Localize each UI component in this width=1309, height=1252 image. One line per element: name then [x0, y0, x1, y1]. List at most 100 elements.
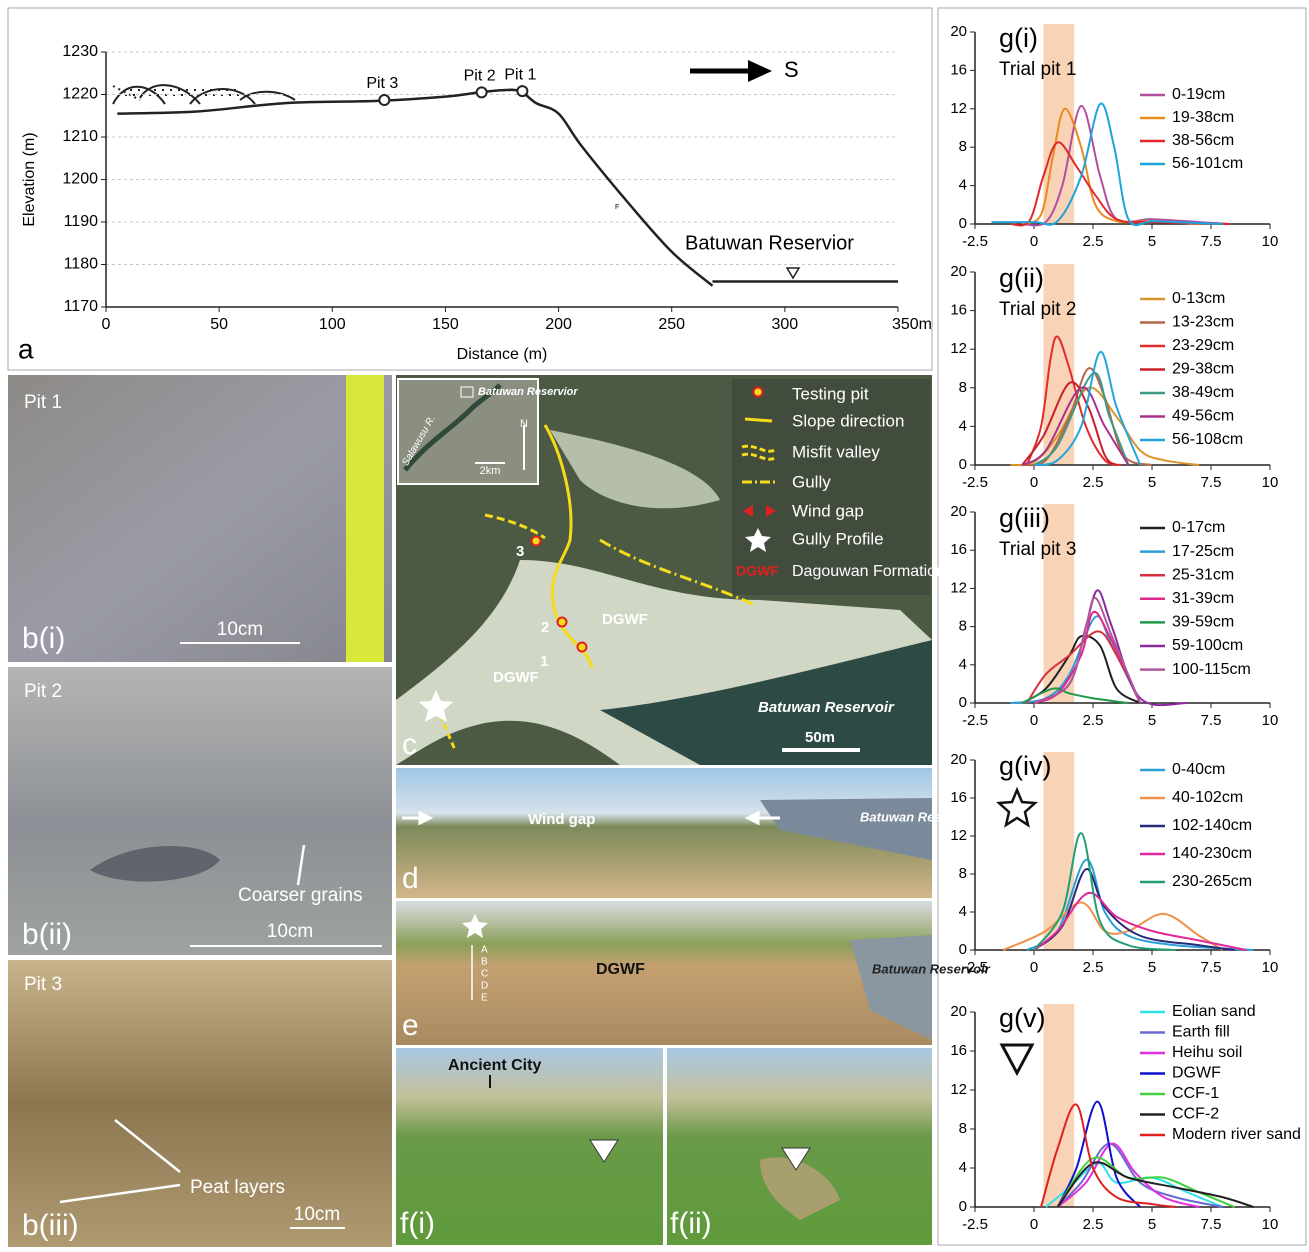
legend-entry: 40-102cm	[1172, 789, 1243, 806]
photo-label: e	[402, 1009, 419, 1042]
y-tick-label: 12	[950, 340, 967, 357]
legend-entry: 31-39cm	[1172, 590, 1234, 607]
legend-entry: 13-23cm	[1172, 314, 1234, 331]
y-tick-label: 1230	[62, 43, 98, 60]
x-tick-label: 7.5	[1201, 233, 1222, 250]
scale-label: 10cm	[294, 1204, 340, 1225]
chart-subtitle: Trial pit 2	[999, 299, 1076, 320]
pit-label: Pit 2	[464, 68, 496, 85]
chart-title: g(iii)	[999, 503, 1050, 533]
x-tick-label: -2.5	[962, 233, 988, 250]
legend-entry: 25-31cm	[1172, 566, 1234, 583]
map-legend-entry: Slope direction	[792, 411, 904, 430]
x-tick-label: 7.5	[1201, 712, 1222, 729]
chart-title: g(ii)	[999, 263, 1044, 293]
y-tick-label: 20	[950, 503, 967, 520]
legend-entry: 0-19cm	[1172, 86, 1225, 103]
x-tick-label: 0	[1030, 1216, 1038, 1233]
legend-entry: 0-17cm	[1172, 519, 1225, 536]
y-tick-label: 8	[959, 138, 967, 155]
photo-label: c	[402, 728, 417, 761]
photo-label: b(ii)	[22, 918, 72, 951]
reservoir-label: Batuwan Reservior	[685, 232, 854, 254]
y-tick-label: 20	[950, 23, 967, 40]
x-tick-label: -2.5	[962, 1216, 988, 1233]
x-tick-label: 5	[1148, 474, 1156, 491]
inset-label: N	[520, 418, 528, 430]
legend-entry: DGWF	[1172, 1065, 1221, 1082]
y-tick-label: 16	[950, 302, 967, 319]
x-tick-label: 7.5	[1201, 959, 1222, 976]
legend-entry: 56-108cm	[1172, 431, 1243, 448]
unit-label: DGWF	[493, 669, 539, 686]
legend-entry: 102-140cm	[1172, 817, 1252, 834]
x-tick-label: -2.5	[962, 712, 988, 729]
legend-entry: Heihu soil	[1172, 1044, 1242, 1061]
y-tick-label: 8	[959, 865, 967, 882]
legend-entry: 140-230cm	[1172, 845, 1252, 862]
layer-label: C	[481, 969, 488, 980]
y-tick-label: 4	[959, 656, 967, 673]
x-tick-label: 7.5	[1201, 474, 1222, 491]
layer-label: A	[481, 945, 488, 956]
layer-label: E	[481, 993, 488, 1004]
y-tick-label: 1170	[64, 298, 99, 315]
x-tick-label: 5	[1148, 959, 1156, 976]
y-tick-label: 16	[950, 789, 967, 806]
legend-entry: 39-59cm	[1172, 614, 1234, 631]
photo-note: Wind gap	[528, 811, 595, 828]
y-tick-label: 8	[959, 1120, 967, 1137]
x-tick-label: 250	[658, 316, 685, 333]
y-tick-label: 8	[959, 618, 967, 635]
photo-note: Ancient City	[448, 1057, 541, 1074]
x-tick-label: 0	[1030, 712, 1038, 729]
legend-entry: 0-13cm	[1172, 290, 1225, 307]
legend-entry: 29-38cm	[1172, 361, 1234, 378]
legend-entry: 49-56cm	[1172, 408, 1234, 425]
direction-label: S	[784, 57, 799, 82]
measuring-tape	[346, 375, 384, 662]
pit-marker	[379, 95, 389, 105]
photo-title: Pit 1	[24, 392, 62, 413]
legend-entry: 100-115cm	[1172, 661, 1251, 678]
chart-title: g(v)	[999, 1003, 1046, 1033]
x-tick-label: 2.5	[1083, 233, 1104, 250]
x-tick-label: 5	[1148, 233, 1156, 250]
inset-label: Batuwan Reservior	[478, 386, 578, 398]
map-legend-entry: Wind gap	[792, 501, 864, 520]
water-label: Batuwan Reservoir	[758, 699, 895, 716]
y-axis-label: Elevation (m)	[21, 132, 38, 226]
legend-entry: 56-101cm	[1172, 155, 1243, 172]
y-tick-label: 1200	[62, 171, 98, 188]
x-tick-label: 10	[1262, 712, 1279, 729]
map-legend-entry: Misfit valley	[792, 442, 880, 461]
photo-title: Pit 3	[24, 974, 62, 995]
y-tick-label: 12	[950, 1081, 967, 1098]
photo-title: Pit 2	[24, 681, 62, 702]
x-tick-label: 10	[1262, 474, 1279, 491]
photo-note: Coarser grains	[238, 885, 363, 906]
map-legend-entry: Gully	[792, 472, 831, 491]
y-tick-label: 4	[959, 177, 967, 194]
photo-b-ii	[8, 667, 392, 955]
y-tick-label: 16	[950, 541, 967, 558]
x-tick-label: 2.5	[1083, 712, 1104, 729]
x-tick-label: 200	[545, 316, 572, 333]
pit-label: Pit 1	[504, 66, 536, 83]
x-tick-label: 5	[1148, 712, 1156, 729]
legend-entry: 59-100cm	[1172, 637, 1243, 654]
photo-f-i	[396, 1048, 663, 1245]
scale-label: 10cm	[267, 921, 313, 942]
layer-label: B	[481, 957, 488, 968]
chart-title: g(i)	[999, 23, 1038, 53]
x-axis-label: Distance (m)	[457, 346, 548, 363]
y-tick-label: 0	[959, 456, 967, 473]
x-tick-label: 150	[432, 316, 459, 333]
legend-entry: CCF-1	[1172, 1085, 1219, 1102]
x-tick-label: 50	[210, 316, 228, 333]
photo-note: Peat layers	[190, 1177, 285, 1198]
legend-entry: Earth fill	[1172, 1024, 1230, 1041]
y-tick-label: 4	[959, 903, 967, 920]
scale-label: 10cm	[217, 619, 263, 640]
y-tick-label: 16	[950, 1042, 967, 1059]
